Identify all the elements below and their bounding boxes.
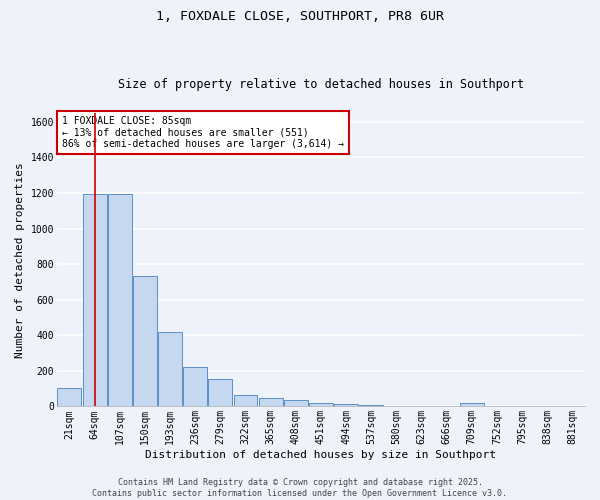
Bar	[460, 403, 484, 406]
X-axis label: Distribution of detached houses by size in Southport: Distribution of detached houses by size …	[145, 450, 496, 460]
Bar	[309, 404, 333, 406]
Bar	[133, 276, 157, 406]
Bar	[334, 404, 358, 406]
Text: Contains HM Land Registry data © Crown copyright and database right 2025.
Contai: Contains HM Land Registry data © Crown c…	[92, 478, 508, 498]
Y-axis label: Number of detached properties: Number of detached properties	[15, 162, 25, 358]
Text: 1 FOXDALE CLOSE: 85sqm
← 13% of detached houses are smaller (551)
86% of semi-de: 1 FOXDALE CLOSE: 85sqm ← 13% of detached…	[62, 116, 344, 149]
Bar	[183, 368, 207, 406]
Bar	[359, 405, 383, 406]
Text: 1, FOXDALE CLOSE, SOUTHPORT, PR8 6UR: 1, FOXDALE CLOSE, SOUTHPORT, PR8 6UR	[156, 10, 444, 23]
Bar	[259, 398, 283, 406]
Bar	[158, 332, 182, 406]
Bar	[233, 395, 257, 406]
Bar	[108, 194, 131, 406]
Bar	[83, 194, 107, 406]
Bar	[58, 388, 82, 406]
Bar	[208, 379, 232, 406]
Bar	[284, 400, 308, 406]
Title: Size of property relative to detached houses in Southport: Size of property relative to detached ho…	[118, 78, 524, 91]
